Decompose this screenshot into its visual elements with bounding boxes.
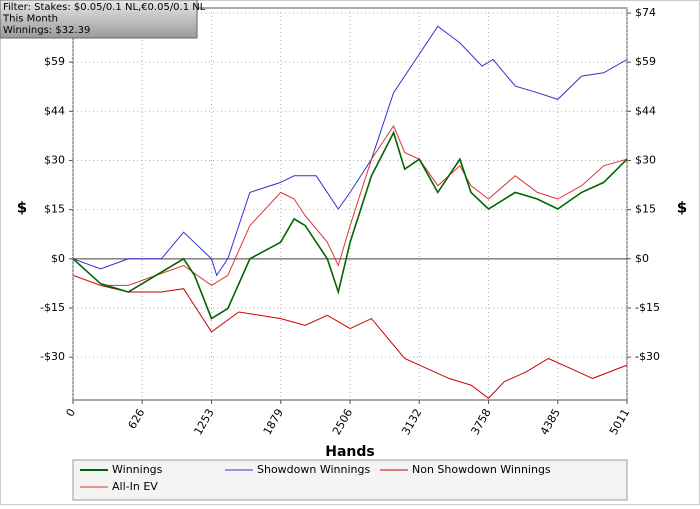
series-line [72,124,628,286]
legend-label: Winnings [112,463,163,476]
filter-text: This Month [2,14,58,25]
filter-text: Winnings: $32.39 [3,25,90,36]
y-tick-label: $44 [44,104,65,117]
y2-tick-label: -$30 [635,350,660,363]
y-tick-label: $30 [44,153,65,166]
legend-label: Non Showdown Winnings [412,463,551,476]
x-axis-label: Hands [325,444,375,460]
y-tick-label: -$30 [40,350,65,363]
y2-tick-label: $74 [635,6,656,19]
series-line [72,25,628,277]
y-tick-label: -$15 [40,301,65,314]
y-tick-label: $59 [44,55,65,68]
y-tick-label: $0 [51,252,65,265]
filter-box: Filter: Stakes: $0.05/0.1 NL,€0.05/0.1 N… [0,0,206,39]
y2-axis-label: $ [677,199,687,217]
y2-tick-label: $15 [635,203,656,216]
series-line [72,274,628,399]
filter-background [0,0,198,39]
y2-tick-label: $44 [635,104,656,117]
y-axis-label: $ [17,199,27,217]
legend-box [72,459,628,501]
legend-label: All-In EV [112,480,158,493]
filter-text: Filter: Stakes: $0.05/0.1 NL,€0.05/0.1 N… [3,2,206,13]
y2-tick-label: -$15 [635,301,660,314]
y2-tick-label: $0 [635,252,649,265]
y2-tick-label: $30 [635,153,656,166]
y2-tick-label: $59 [635,55,656,68]
series-line [72,130,628,320]
legend-label: Showdown Winnings [257,463,371,476]
y-tick-label: $15 [44,203,65,216]
